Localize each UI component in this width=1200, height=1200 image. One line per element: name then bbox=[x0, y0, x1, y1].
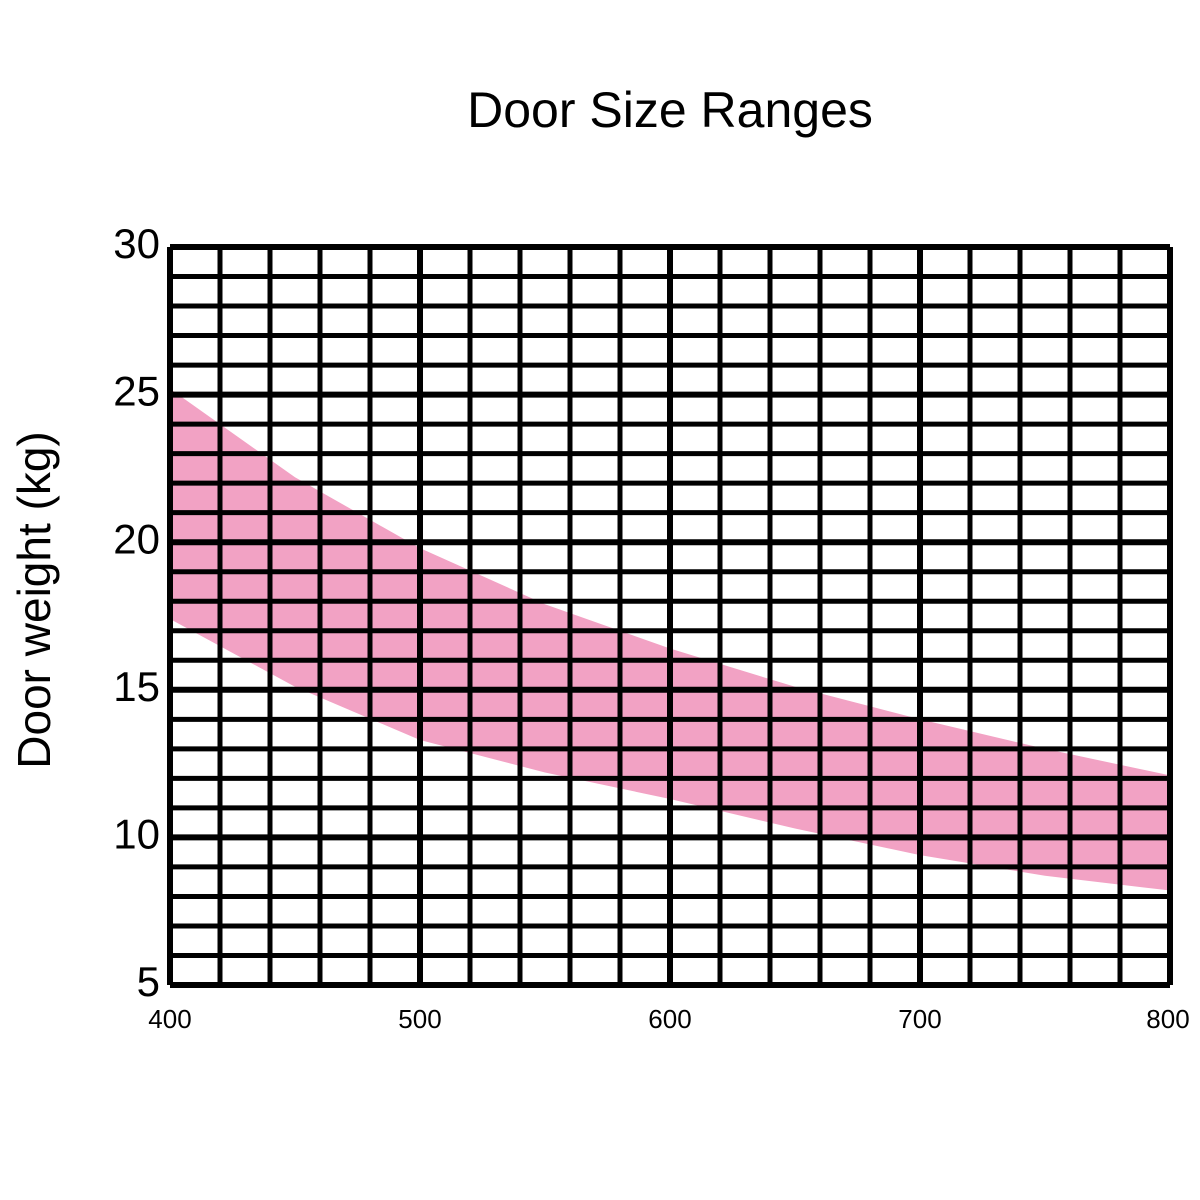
x-tick-label: 700 bbox=[898, 1004, 941, 1034]
chart-title: Door Size Ranges bbox=[467, 82, 873, 138]
y-tick-label: 20 bbox=[113, 515, 160, 562]
y-tick-label: 30 bbox=[113, 220, 160, 267]
y-tick-label: 10 bbox=[113, 810, 160, 857]
y-tick-label: 15 bbox=[113, 663, 160, 710]
x-tick-label: 400 bbox=[148, 1004, 191, 1034]
x-tick-label: 600 bbox=[648, 1004, 691, 1034]
y-axis-label: Door weight (kg) bbox=[8, 431, 60, 768]
x-tick-label: 800 bbox=[1146, 1004, 1189, 1034]
y-tick-label: 5 bbox=[137, 958, 160, 1005]
y-tick-label: 25 bbox=[113, 368, 160, 415]
x-tick-label: 500 bbox=[398, 1004, 441, 1034]
